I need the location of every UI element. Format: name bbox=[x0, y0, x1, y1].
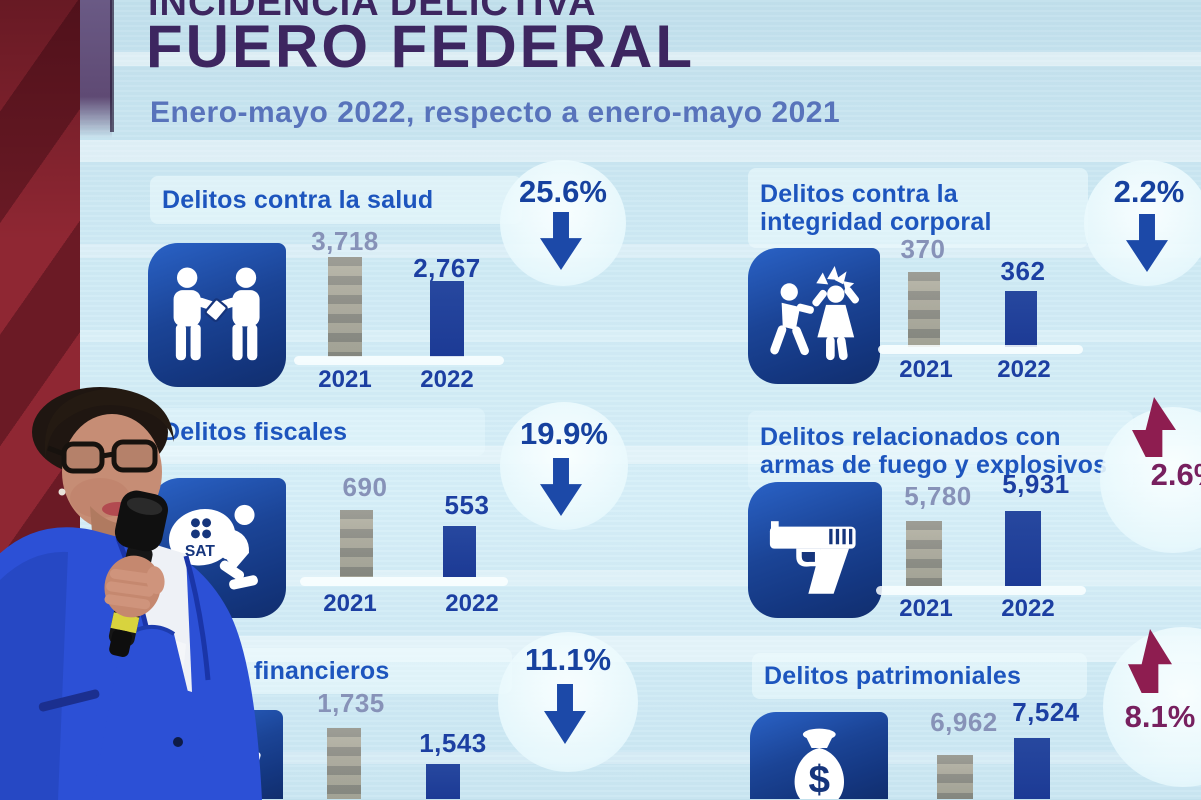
bar-2022 bbox=[1005, 511, 1041, 586]
icon-tile bbox=[748, 248, 880, 384]
value-2022: 362 bbox=[1000, 256, 1046, 286]
handgun-icon bbox=[769, 521, 856, 594]
bar-2022 bbox=[1005, 291, 1037, 347]
axis-baseline bbox=[878, 345, 1083, 354]
svg-text:SAT: SAT bbox=[185, 543, 216, 560]
change-percent: 25.6% bbox=[519, 174, 607, 209]
year-label-2021: 2021 bbox=[899, 356, 953, 383]
shirt-collar bbox=[118, 530, 152, 568]
screen-glare-band bbox=[80, 140, 1201, 162]
value-2021: 370 bbox=[900, 234, 946, 264]
panel-header: Delitos contra la integridad corporal bbox=[748, 168, 1088, 248]
change-percent: 11.1% bbox=[524, 642, 612, 677]
panel-integridad-corporal: Delitos contra la integridad corporal 2.… bbox=[748, 160, 1201, 390]
panel-delitos-contra-la-salud: Delitos contra la salud 25.6% 3,718 2,76… bbox=[148, 160, 653, 395]
panel-title: Delitos relacionados con armas de fuego … bbox=[760, 423, 1108, 479]
bar-2022 bbox=[443, 526, 476, 577]
bar-2022 bbox=[1014, 738, 1050, 799]
panel-header: Delitos patrimoniales bbox=[752, 653, 1087, 699]
year-label-2021: 2021 bbox=[323, 590, 377, 617]
bar-2022 bbox=[426, 764, 460, 799]
value-2022: 7,524 bbox=[1012, 697, 1080, 727]
change-percent: 2.2% bbox=[1113, 174, 1185, 209]
panel-title: Delitos patrimoniales bbox=[764, 662, 1022, 690]
axis-baseline bbox=[294, 356, 504, 365]
slide-kicker: INCIDENCIA DELICTIVA bbox=[148, 0, 597, 24]
panel-header: Delitos contra la salud bbox=[150, 176, 522, 224]
speaker-neck bbox=[90, 506, 140, 552]
value-2021: 1,735 bbox=[317, 688, 385, 718]
panel-armas-explosivos: Delitos relacionados con armas de fuego … bbox=[748, 395, 1201, 630]
value-2022: 2,767 bbox=[413, 253, 481, 283]
tax-evasion-sat-icon: SAT bbox=[169, 504, 259, 590]
panel-title: Delitos contra la salud bbox=[162, 186, 434, 214]
icon-tile bbox=[748, 482, 882, 618]
axis-baseline bbox=[876, 586, 1086, 595]
screen-bezel-edge bbox=[110, 0, 114, 132]
panel-delitos-fiscales: Delitos fiscales 19.9% SAT 690 553 2021 … bbox=[148, 400, 653, 628]
value-2021: 690 bbox=[342, 472, 388, 502]
panel-header: Delitos fiscales bbox=[150, 408, 485, 456]
bar-2021 bbox=[906, 521, 942, 586]
icon-tile bbox=[148, 243, 286, 387]
purple-edge-strip bbox=[80, 0, 112, 138]
assault-icon bbox=[770, 266, 859, 361]
red-striped-backdrop bbox=[0, 0, 80, 799]
year-label-2022: 2022 bbox=[1001, 595, 1055, 622]
panel-title: Delitos financieros bbox=[162, 657, 390, 685]
bar-2021 bbox=[328, 257, 362, 357]
icon-tile: $ bbox=[750, 712, 888, 799]
banknotes-icon bbox=[207, 734, 261, 778]
bar-2021 bbox=[340, 510, 373, 577]
icon-tile: SAT bbox=[150, 478, 286, 618]
value-2021: 6,962 bbox=[930, 707, 998, 737]
bar-2021 bbox=[327, 728, 361, 799]
drug-deal-icon bbox=[174, 267, 260, 361]
bar-2021 bbox=[937, 755, 973, 799]
money-bag-icon: $ bbox=[794, 728, 844, 799]
panel-delitos-financieros: Delitos financieros 11.1% 1,735 1,543 bbox=[148, 630, 653, 799]
change-percent: 19.9% bbox=[520, 416, 608, 451]
panel-title: Delitos contra la integridad corporal bbox=[760, 180, 992, 236]
bar-2021 bbox=[908, 272, 940, 347]
value-2022: 1,543 bbox=[419, 728, 487, 758]
year-label-2022: 2022 bbox=[445, 590, 499, 617]
panel-header: Delitos relacionados con armas de fuego … bbox=[748, 411, 1133, 491]
mic-yellow-band bbox=[110, 612, 140, 634]
panel-delitos-patrimoniales: Delitos patrimoniales 8.1% $ 6,962 7,524 bbox=[748, 625, 1201, 799]
year-label-2022: 2022 bbox=[420, 366, 474, 393]
value-2022: 5,931 bbox=[1002, 469, 1070, 499]
axis-baseline bbox=[300, 577, 508, 586]
bar-2022 bbox=[430, 281, 464, 357]
year-label-2022: 2022 bbox=[997, 356, 1051, 383]
svg-text:$: $ bbox=[808, 758, 829, 799]
icon-tile bbox=[183, 710, 283, 799]
slide-subtitle: Enero-mayo 2022, respecto a enero-mayo 2… bbox=[150, 96, 841, 129]
value-2021: 5,780 bbox=[904, 481, 972, 511]
speaker-lips bbox=[102, 502, 134, 516]
change-percent: 2.6% bbox=[1150, 457, 1201, 492]
year-label-2021: 2021 bbox=[899, 595, 953, 622]
value-2022: 553 bbox=[444, 490, 490, 520]
value-2021: 3,718 bbox=[311, 226, 379, 256]
change-percent: 8.1% bbox=[1124, 699, 1196, 734]
year-label-2021: 2021 bbox=[318, 366, 372, 393]
panel-title: Delitos fiscales bbox=[162, 418, 348, 446]
slide-title: FUERO FEDERAL bbox=[146, 13, 695, 80]
